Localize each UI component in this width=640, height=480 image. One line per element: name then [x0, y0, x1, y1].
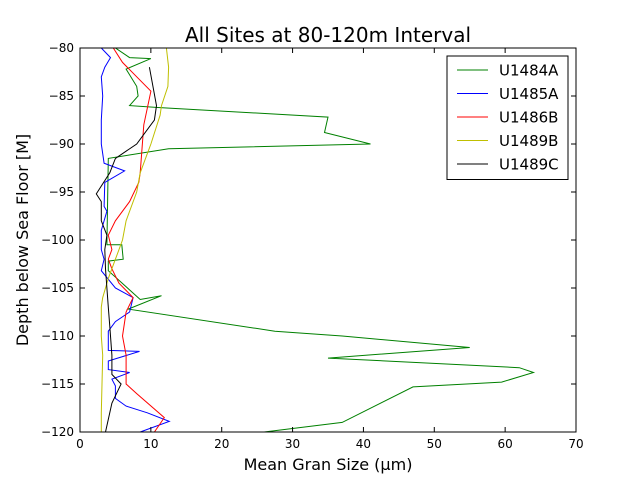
- x-tick-label: 50: [427, 437, 442, 451]
- series-line-u1486b: [107, 48, 165, 432]
- y-tick-label: −110: [41, 329, 74, 343]
- legend-label-u1486b: U1486B: [499, 109, 558, 127]
- y-tick-label: −80: [49, 41, 74, 55]
- y-tick-label: −115: [41, 377, 74, 391]
- legend-label-u1485a: U1485A: [499, 85, 559, 103]
- legend-box: [446, 55, 569, 180]
- series-line-u1484a: [106, 48, 536, 432]
- y-tick-label: −120: [41, 425, 74, 439]
- x-tick-label: 60: [498, 437, 513, 451]
- legend-label-u1489c: U1489C: [499, 156, 559, 174]
- x-tick-label: 70: [568, 437, 583, 451]
- legend-label-u1484a: U1484A: [499, 62, 559, 80]
- series-lines: [95, 48, 536, 432]
- y-tick-label: −105: [41, 281, 74, 295]
- series-line-u1489c: [95, 67, 158, 432]
- axis-ticks: 0 10 20 30 40 50 60 70 −80 −85 −90 −95 −100 −105 −110 −…: [41, 41, 584, 451]
- y-tick-label: −95: [49, 185, 74, 199]
- x-tick-label: 10: [143, 437, 158, 451]
- legend-label-u1489b: U1489B: [499, 132, 558, 150]
- y-axis-title: Depth below Sea Floor [M]: [13, 134, 32, 346]
- chart-title: All Sites at 80-120m Interval: [185, 23, 471, 47]
- y-tick-label: −85: [49, 89, 74, 103]
- x-tick-label: 30: [285, 437, 300, 451]
- series-line-u1489b: [100, 48, 170, 432]
- y-tick-label: −100: [41, 233, 74, 247]
- x-axis-title: Mean Gran Size (μm): [244, 455, 413, 474]
- x-tick-label: 40: [356, 437, 371, 451]
- y-tick-label: −90: [49, 137, 74, 151]
- x-tick-label: 0: [76, 437, 84, 451]
- series-line-u1485a: [100, 48, 171, 432]
- legend: U1484A U1485A U1486B U1489B U1489C: [446, 55, 569, 180]
- x-tick-label: 20: [214, 437, 229, 451]
